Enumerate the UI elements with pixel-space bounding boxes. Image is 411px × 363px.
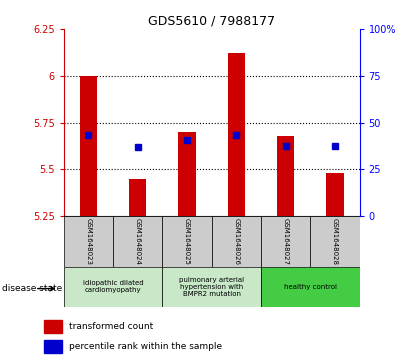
FancyBboxPatch shape	[162, 216, 212, 267]
Text: idiopathic dilated
cardiomyopathy: idiopathic dilated cardiomyopathy	[83, 280, 143, 293]
Text: GSM1648028: GSM1648028	[332, 218, 338, 265]
Bar	[44, 340, 62, 352]
FancyBboxPatch shape	[64, 216, 113, 267]
Text: percentile rank within the sample: percentile rank within the sample	[69, 342, 222, 351]
FancyBboxPatch shape	[261, 216, 310, 267]
Text: transformed count: transformed count	[69, 322, 153, 331]
FancyBboxPatch shape	[113, 216, 162, 267]
Text: healthy control: healthy control	[284, 284, 337, 290]
FancyBboxPatch shape	[64, 267, 162, 307]
Text: disease state: disease state	[2, 284, 62, 293]
Bar	[80, 76, 97, 216]
Text: GSM1648024: GSM1648024	[135, 218, 141, 265]
Text: GSM1648026: GSM1648026	[233, 218, 239, 265]
Bar	[277, 136, 294, 216]
FancyBboxPatch shape	[310, 216, 360, 267]
Text: GSM1648025: GSM1648025	[184, 218, 190, 265]
Title: GDS5610 / 7988177: GDS5610 / 7988177	[148, 15, 275, 28]
Bar	[326, 173, 344, 216]
Bar	[129, 179, 146, 216]
Text: pulmonary arterial
hypertension with
BMPR2 mutation: pulmonary arterial hypertension with BMP…	[179, 277, 244, 297]
FancyBboxPatch shape	[162, 267, 261, 307]
Bar	[228, 53, 245, 216]
Bar	[178, 132, 196, 216]
FancyBboxPatch shape	[212, 216, 261, 267]
Text: GSM1648023: GSM1648023	[85, 218, 91, 265]
Text: GSM1648027: GSM1648027	[283, 218, 289, 265]
Bar	[44, 320, 62, 333]
FancyBboxPatch shape	[261, 267, 360, 307]
